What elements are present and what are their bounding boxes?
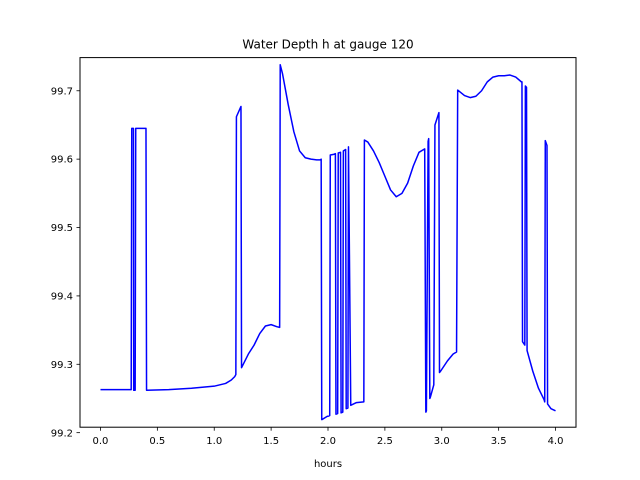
y-tick-label: 99.4: [51, 292, 73, 303]
y-tick-label: 99.5: [51, 223, 73, 234]
x-tick-label: 0.5: [149, 436, 165, 447]
x-axis-label: hours: [314, 459, 342, 470]
y-tick-label: 99.2: [51, 428, 73, 439]
chart-title: Water Depth h at gauge 120: [242, 38, 413, 52]
series-line: [100, 64, 556, 421]
y-tick-label: 99.6: [51, 155, 73, 166]
x-tick-label: 3.0: [434, 436, 450, 447]
y-tick-label: 99.3: [51, 360, 73, 371]
x-tick-label: 3.5: [491, 436, 507, 447]
x-tick-label: 1.0: [206, 436, 222, 447]
plot-area: [79, 57, 577, 428]
x-tick-label: 0.0: [93, 436, 109, 447]
x-tick-label: 1.5: [263, 436, 279, 447]
x-tick-label: 4.0: [548, 436, 564, 447]
y-axis: 99.2 99.3 99.4 99.5 99.6 99.7: [51, 86, 80, 439]
y-tick-label: 99.7: [51, 86, 73, 97]
x-tick-label: 2.5: [377, 436, 393, 447]
x-tick-label: 2.0: [320, 436, 336, 447]
x-axis: 0.0 0.5 1.0 1.5 2.0 2.5 3.0 3.5 4.0: [93, 427, 564, 447]
